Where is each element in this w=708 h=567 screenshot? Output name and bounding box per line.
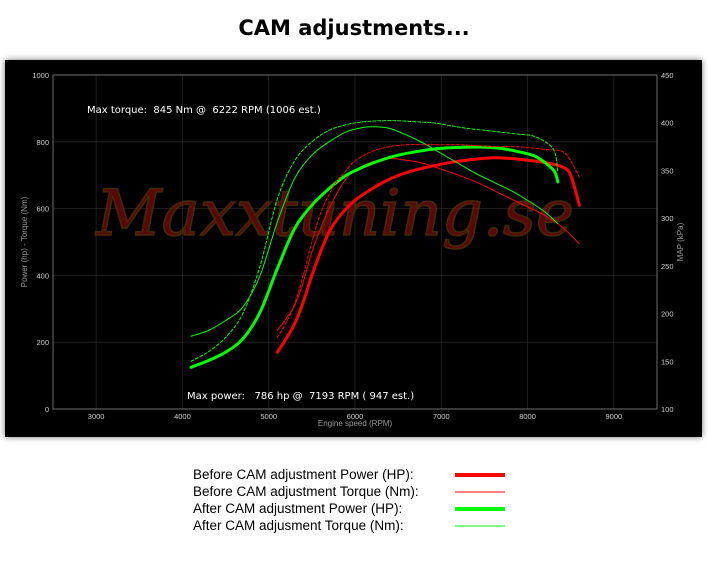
legend-swatch <box>455 506 505 511</box>
max-power-annotation: Max power: 786 hp @ 7193 RPM ( 947 est.) <box>187 391 414 402</box>
y2-tick-label: 250 <box>661 262 674 271</box>
x-tick-label: 5000 <box>260 412 277 421</box>
legend-label: Before CAM adjustment Power (HP): <box>193 467 414 482</box>
x-tick-label: 8000 <box>519 412 536 421</box>
map-series-line <box>276 144 580 338</box>
dyno-chart: Maxxtuning.se 3000 4000 5000 6000 7000 8000 90… <box>5 60 702 437</box>
max-torque-annotation: Max torque: 845 Nm @ 6222 RPM (1006 est.… <box>87 105 321 116</box>
x-axis-label: Engine speed (RPM) <box>318 419 393 428</box>
x-tick-label: 7000 <box>433 412 450 421</box>
x-tick-label: 4000 <box>174 412 191 421</box>
legend-swatch <box>455 472 505 477</box>
y-tick-label: 0 <box>45 405 49 414</box>
axis-ticks: 3000 4000 5000 6000 7000 8000 9000 0 200 400 600 80… <box>32 71 673 421</box>
y2-tick-label: 150 <box>661 357 674 366</box>
y2-tick-label: 400 <box>661 119 674 128</box>
x-tick-label: 9000 <box>606 412 623 421</box>
x-tick-label: 6000 <box>347 412 364 421</box>
x-tick-label: 3000 <box>88 412 105 421</box>
y2-tick-label: 350 <box>661 166 674 175</box>
map-series-line <box>190 120 559 362</box>
series-line <box>275 156 581 354</box>
legend-item: After CAM adjustment Power (HP): <box>193 500 505 517</box>
y-tick-label: 200 <box>36 338 49 347</box>
y2-tick-label: 450 <box>661 71 674 80</box>
y-tick-label: 600 <box>36 205 49 214</box>
y2-tick-label: 300 <box>661 214 674 223</box>
legend-label: After CAM adjusment Torque (Nm): <box>193 518 404 533</box>
y-axis-label: Power (hp) - Torque (Nm) <box>20 196 29 287</box>
legend-item: After CAM adjusment Torque (Nm): <box>193 517 505 534</box>
legend-swatch <box>455 491 505 492</box>
legend-label: Before CAM adjustment Torque (Nm): <box>193 484 419 499</box>
series-lines <box>189 120 581 369</box>
y-tick-label: 1000 <box>32 71 49 80</box>
y-tick-label: 400 <box>36 271 49 280</box>
series-line <box>189 145 560 369</box>
y2-axis-label: MAP (kPa) <box>676 222 685 261</box>
chart-svg: Maxxtuning.se 3000 4000 5000 6000 7000 8000 90… <box>20 71 685 428</box>
plot-frame <box>52 74 658 410</box>
legend-swatch <box>455 525 505 526</box>
y2-tick-label: 200 <box>661 310 674 319</box>
legend-item: Before CAM adjustment Power (HP): <box>193 466 505 483</box>
y2-tick-label: 100 <box>661 405 674 414</box>
watermark: Maxxtuning.se <box>95 177 574 251</box>
chart-title: CAM adjustments... <box>238 16 470 40</box>
legend-label: After CAM adjustment Power (HP): <box>193 501 403 516</box>
series-line <box>190 126 559 337</box>
legend: Before CAM adjustment Power (HP): Before… <box>193 466 505 534</box>
legend-item: Before CAM adjustment Torque (Nm): <box>193 483 505 500</box>
y-tick-label: 800 <box>36 138 49 147</box>
